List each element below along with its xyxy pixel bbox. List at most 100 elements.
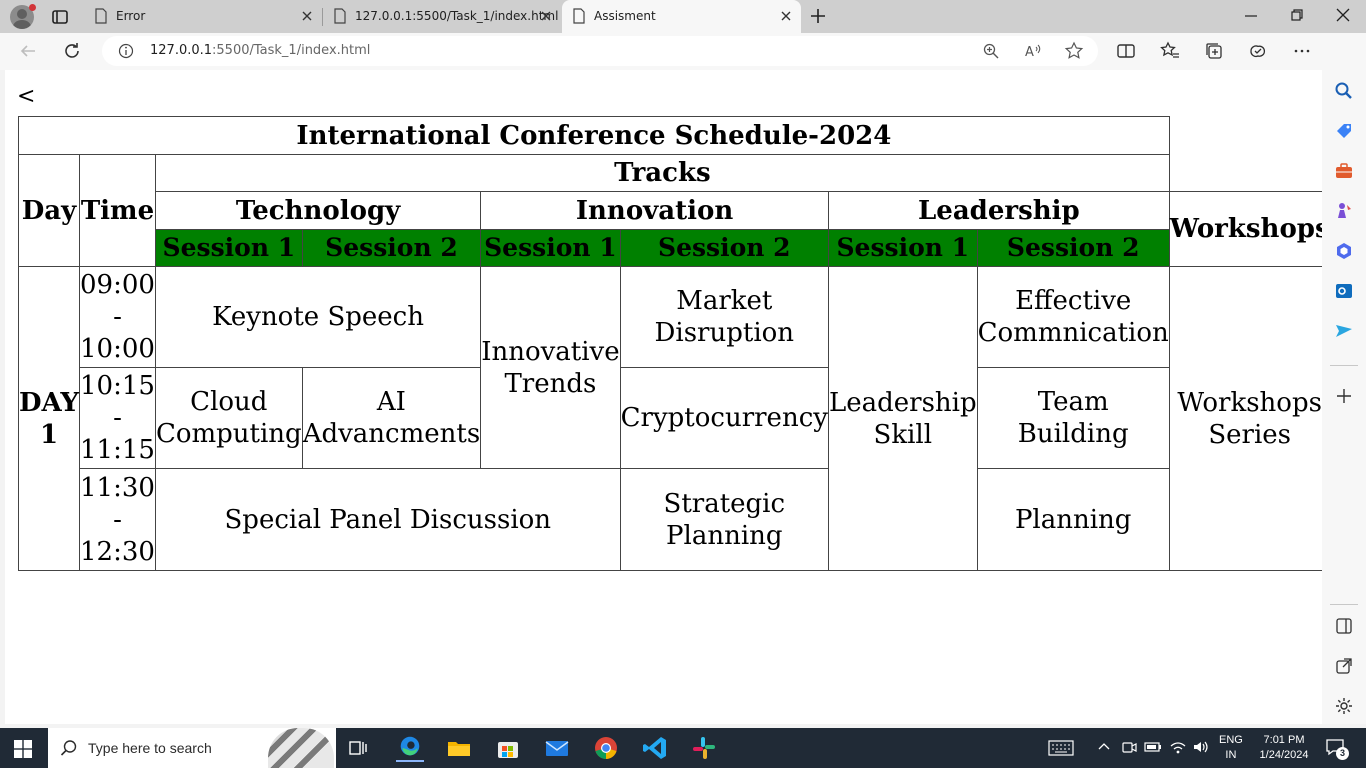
cell-line: Trends [504, 368, 597, 399]
tab-actions-icon[interactable] [50, 7, 70, 27]
notification-center[interactable]: 3 [1325, 738, 1349, 760]
region-code: IN [1225, 749, 1237, 761]
cell-line: Computing [155, 419, 302, 449]
time-start: 10:15 [80, 371, 155, 401]
page-icon [573, 8, 585, 24]
close-icon[interactable] [300, 9, 314, 23]
address-bar[interactable]: 127.0.0.1:5500/Task_1/index.html A [102, 36, 1098, 66]
technology-session1-header: Session 1 [154, 229, 303, 267]
strategic-planning-cell: Strategic Planning [619, 468, 829, 571]
technology-session2-header: Session 2 [301, 229, 482, 267]
minimize-icon[interactable] [1243, 7, 1259, 23]
cell-line: Team [1037, 387, 1109, 417]
search-icon[interactable] [1334, 81, 1354, 101]
meet-now-icon[interactable] [1121, 739, 1137, 755]
store-icon[interactable] [494, 734, 522, 762]
file-explorer-icon[interactable] [445, 734, 473, 762]
split-screen-icon[interactable] [1116, 41, 1136, 61]
cryptocurrency-cell: Cryptocurrency [619, 367, 829, 469]
battery-icon[interactable] [1144, 739, 1162, 755]
workshops-series-cell: Workshops Series [1168, 266, 1331, 571]
language-indicator[interactable]: ENG IN [1219, 733, 1243, 763]
planning-cell: Planning [976, 468, 1170, 571]
close-icon[interactable] [539, 9, 553, 23]
mail-icon[interactable] [543, 734, 571, 762]
close-icon[interactable] [779, 9, 793, 23]
technology-header: Technology [154, 191, 482, 230]
tab-assisment[interactable]: Assisment [562, 0, 801, 33]
vscode-icon[interactable] [641, 734, 669, 762]
sidebar-divider [1330, 604, 1358, 605]
back-icon[interactable] [18, 41, 38, 61]
taskbar-search-box[interactable]: Type here to search [48, 728, 336, 768]
favorites-icon[interactable] [1160, 41, 1180, 61]
url-text[interactable]: 127.0.0.1:5500/Task_1/index.html [150, 43, 370, 58]
task-view-icon[interactable] [347, 738, 369, 760]
system-clock[interactable]: 7:01 PM 1/24/2024 [1256, 733, 1312, 763]
tracks-header: Tracks [154, 154, 1170, 192]
chevron-up-icon[interactable] [1097, 739, 1111, 753]
wifi-icon[interactable] [1169, 739, 1187, 755]
page-viewport: < International Conference Schedule-2024… [5, 70, 1331, 724]
favorite-star-icon[interactable] [1064, 41, 1084, 61]
time-slot-3: 11:30 - 12:30 [79, 468, 156, 571]
hide-sidebar-icon[interactable] [1334, 616, 1354, 636]
new-tab-icon[interactable] [808, 6, 828, 26]
outlook-icon[interactable] [1334, 281, 1354, 301]
edge-sidebar [1322, 33, 1366, 724]
leadership-session1-header: Session 1 [827, 229, 978, 267]
search-highlight-image [268, 728, 334, 768]
collections-icon[interactable] [1204, 41, 1224, 61]
time-separator: - [113, 504, 122, 535]
cell-line: Workshops [1177, 387, 1322, 418]
keynote-speech-cell: Keynote Speech [154, 266, 482, 368]
leadership-session2-header: Session 2 [976, 229, 1170, 267]
back-link[interactable]: < [17, 84, 36, 109]
keyboard-icon[interactable] [1048, 740, 1074, 756]
open-external-icon[interactable] [1334, 656, 1354, 676]
tab-error[interactable]: Error [84, 0, 322, 33]
info-icon[interactable] [118, 43, 134, 59]
innovation-session2-header: Session 2 [619, 229, 829, 267]
market-disruption-cell: Market Disruption [619, 266, 829, 368]
tools-briefcase-icon[interactable] [1334, 161, 1354, 181]
volume-icon[interactable] [1192, 739, 1210, 755]
shopping-tag-icon[interactable] [1334, 121, 1354, 141]
time-header: Time [79, 154, 156, 267]
office-icon[interactable] [1334, 241, 1354, 261]
cloud-computing-cell: Cloud Computing [154, 367, 303, 469]
leadership-header: Leadership [827, 191, 1170, 230]
add-icon[interactable] [1334, 386, 1354, 406]
time-separator: - [113, 403, 122, 433]
notification-icon [1326, 739, 1344, 756]
edge-app-icon[interactable] [396, 734, 424, 762]
more-options-icon[interactable] [1292, 41, 1312, 61]
search-icon [60, 740, 77, 756]
settings-gear-icon[interactable] [1334, 696, 1354, 716]
read-aloud-icon[interactable]: A [1024, 42, 1042, 60]
send-icon[interactable] [1334, 321, 1354, 341]
innovation-header: Innovation [480, 191, 829, 230]
windows-start-icon[interactable] [14, 740, 32, 758]
refresh-icon[interactable] [62, 41, 82, 61]
cell-line: Market [676, 286, 773, 316]
time-end: 12:30 [80, 536, 155, 567]
slack-icon[interactable] [690, 734, 718, 762]
chrome-icon[interactable] [592, 734, 620, 762]
innovation-session1-header: Session 1 [480, 229, 621, 267]
browser-essentials-icon[interactable] [1248, 41, 1268, 61]
cell-line: Disruption [654, 318, 795, 348]
time-end: 10:00 [80, 334, 155, 364]
clock-time: 7:01 PM [1263, 734, 1305, 746]
day-header: Day [18, 154, 80, 267]
tab-index[interactable]: 127.0.0.1:5500/Task_1/index.html [323, 0, 561, 33]
restore-icon[interactable] [1289, 7, 1305, 23]
zoom-icon[interactable] [982, 42, 1000, 60]
cell-line: Effective [1015, 286, 1132, 316]
cell-line: Advancments [302, 419, 481, 449]
url-path: :5500/Task_1/index.html [212, 43, 371, 58]
games-icon[interactable] [1334, 201, 1354, 221]
search-placeholder: Type here to search [88, 740, 212, 756]
day-number: 1 [39, 419, 59, 450]
close-window-icon[interactable] [1335, 7, 1351, 23]
